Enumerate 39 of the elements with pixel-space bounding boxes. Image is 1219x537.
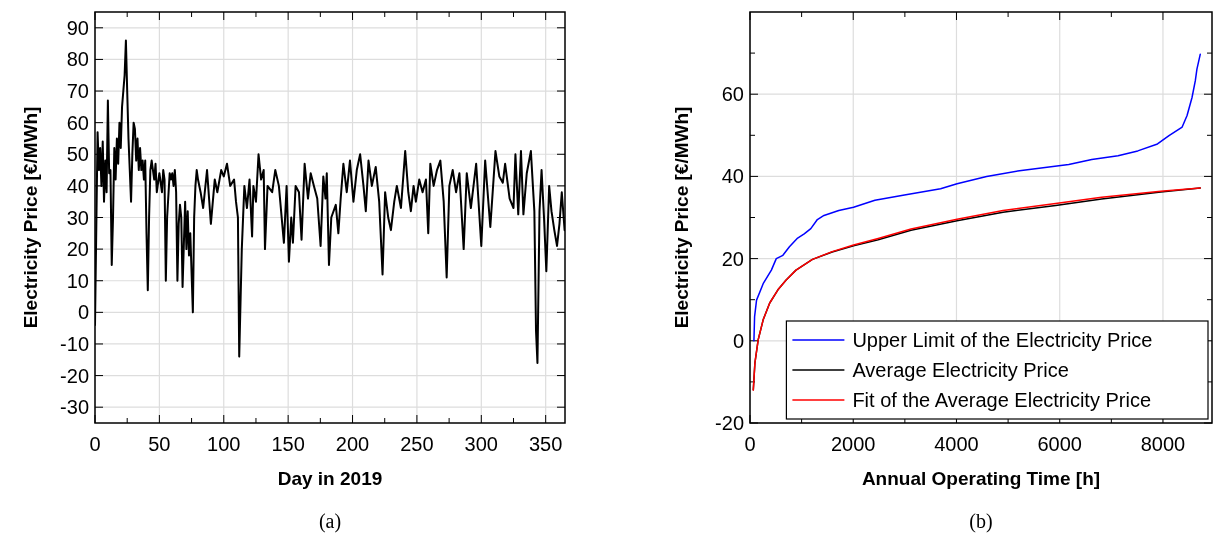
line-series bbox=[752, 187, 1201, 391]
y-axis-title: Electricity Price [€/MWh] bbox=[671, 106, 692, 329]
x-tick-label: 200 bbox=[335, 433, 370, 455]
legend-label: Upper Limit of the Electricity Price bbox=[852, 329, 1153, 351]
y-axis-title: Electricity Price [€/MWh] bbox=[20, 106, 41, 329]
legend-label: Fit of the Average Electricity Price bbox=[852, 389, 1152, 411]
y-tick-label: 20 bbox=[721, 247, 744, 270]
y-tick-label: 70 bbox=[66, 80, 89, 103]
x-tick-label: 150 bbox=[271, 433, 305, 455]
y-tick-label: 40 bbox=[721, 165, 744, 188]
x-tick-label: 300 bbox=[464, 433, 498, 455]
y-tick-label: -30 bbox=[60, 396, 89, 419]
x-tick-label: 6000 bbox=[1037, 433, 1082, 455]
y-tick-label: 10 bbox=[66, 269, 89, 292]
y-tick-label: 50 bbox=[66, 143, 89, 166]
x-tick-label: 100 bbox=[207, 433, 241, 455]
x-axis-title: Annual Operating Time [h] bbox=[861, 468, 1101, 489]
y-tick-label: 60 bbox=[721, 83, 744, 106]
x-axis-title: Day in 2019 bbox=[277, 468, 383, 489]
y-tick-label: 60 bbox=[66, 111, 89, 134]
x-tick-label: 8000 bbox=[1140, 433, 1186, 455]
y-tick-label: -10 bbox=[60, 332, 89, 355]
x-tick-label: 4000 bbox=[934, 433, 979, 455]
y-tick-label: 0 bbox=[732, 329, 744, 352]
y-tick-label: 90 bbox=[66, 16, 89, 39]
y-tick-label: 80 bbox=[66, 48, 89, 71]
y-tick-label: -20 bbox=[60, 364, 89, 387]
y-tick-label: 40 bbox=[66, 174, 89, 197]
legend-label: Average Electricity Price bbox=[852, 359, 1069, 381]
y-tick-label: 20 bbox=[66, 238, 89, 261]
x-tick-label: 250 bbox=[400, 433, 434, 455]
x-tick-label: 350 bbox=[529, 433, 563, 455]
y-tick-label: -20 bbox=[715, 412, 744, 434]
x-tick-label: 2000 bbox=[830, 433, 876, 455]
text: (a) bbox=[318, 510, 342, 533]
y-tick-label: 30 bbox=[66, 206, 89, 229]
text: (b) bbox=[969, 510, 993, 533]
y-tick-label: 0 bbox=[77, 301, 89, 324]
x-tick-label: 50 bbox=[148, 433, 171, 455]
